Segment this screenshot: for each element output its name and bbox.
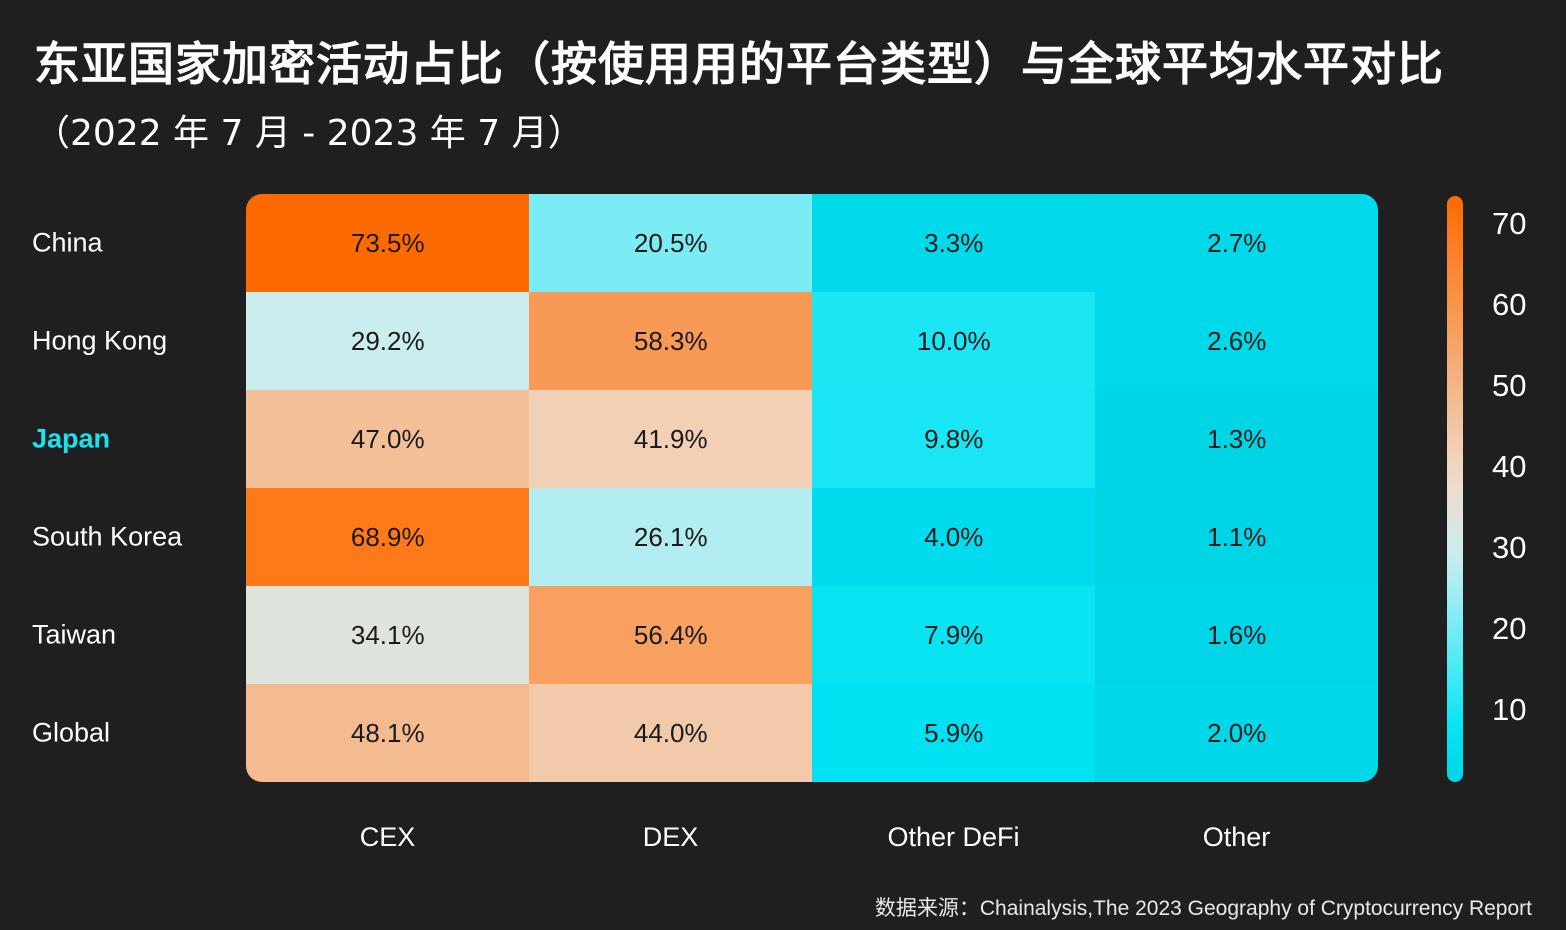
colorbar-tick: 50: [1492, 368, 1527, 404]
heatmap-cell: 2.7%: [1095, 194, 1378, 293]
heatmap-cell: 56.4%: [529, 586, 813, 685]
heatmap-cell: 1.1%: [1095, 488, 1378, 587]
heatmap-cell: 47.0%: [246, 390, 530, 489]
heatmap-cell: 1.6%: [1095, 586, 1378, 685]
row-label: Taiwan: [32, 619, 117, 650]
colorbar: [1447, 196, 1463, 782]
heatmap-cell: 68.9%: [246, 488, 530, 587]
heatmap-cell: 2.6%: [1095, 292, 1378, 391]
chart-title: 东亚国家加密活动占比（按使用用的平台类型）与全球平均水平对比: [34, 37, 1444, 91]
colorbar-tick: 60: [1492, 287, 1527, 323]
colorbar-tick: 40: [1492, 449, 1527, 485]
row-label: China: [32, 227, 103, 258]
heatmap-cell: 5.9%: [812, 684, 1096, 782]
colorbar-tick: 30: [1492, 530, 1527, 566]
column-label: Other DeFi: [887, 822, 1020, 852]
heatmap-cell: 44.0%: [529, 684, 813, 782]
heatmap-cell: 9.8%: [812, 390, 1096, 489]
heatmap-cell: 4.0%: [812, 488, 1096, 587]
source-note: 数据来源：Chainalysis,The 2023 Geography of C…: [874, 897, 1532, 920]
row-label: Hong Kong: [32, 325, 168, 356]
column-label: CEX: [359, 822, 416, 852]
heatmap-cell: 20.5%: [529, 194, 813, 293]
colorbar-tick: 10: [1492, 691, 1527, 727]
colorbar-tick: 70: [1492, 206, 1527, 242]
heatmap-cell: 73.5%: [246, 194, 530, 293]
heatmap-grid: 73.5% 20.5% 3.3% 2.7% 29.2% 58.3% 10.0% 2.6% 47.…: [246, 194, 1378, 782]
heatmap-cell: 29.2%: [246, 292, 530, 391]
colorbar-tick: 20: [1492, 611, 1527, 647]
heatmap-cell: 10.0%: [812, 292, 1096, 391]
column-label: DEX: [642, 822, 699, 852]
heatmap-cell: 3.3%: [812, 194, 1096, 293]
chart-subtitle: （2022 年 7 月 - 2023 年 7 月）: [34, 113, 584, 154]
heatmap-cell: 2.0%: [1095, 684, 1378, 782]
heatmap-cell: 48.1%: [246, 684, 530, 782]
row-label: Global: [32, 717, 111, 748]
column-label: Other: [1202, 822, 1271, 852]
heatmap-cell: 26.1%: [529, 488, 813, 587]
row-label: South Korea: [32, 521, 183, 552]
heatmap-cell: 7.9%: [812, 586, 1096, 685]
heatmap-cell: 34.1%: [246, 586, 530, 685]
heatmap-cell: 41.9%: [529, 390, 813, 489]
heatmap-cell: 58.3%: [529, 292, 813, 391]
row-label: Japan: [32, 423, 111, 454]
heatmap-cell: 1.3%: [1095, 390, 1378, 489]
